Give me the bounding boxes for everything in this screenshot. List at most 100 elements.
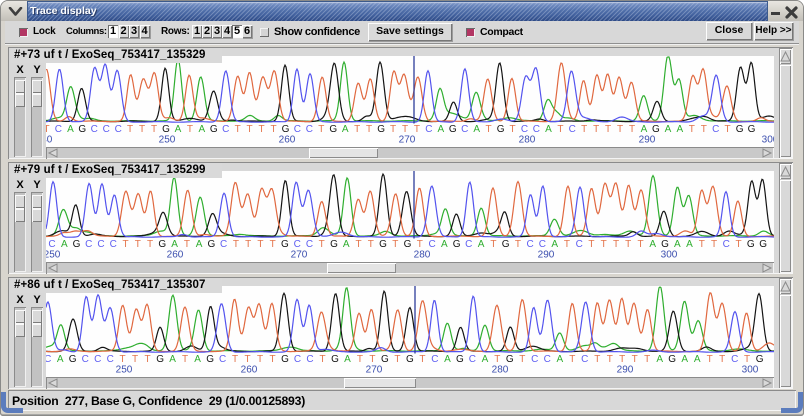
- svg-text:T: T: [707, 354, 713, 365]
- svg-text:T: T: [629, 124, 635, 135]
- svg-text:290: 290: [538, 250, 555, 261]
- svg-text:C: C: [48, 239, 55, 250]
- svg-text:G: G: [158, 239, 166, 250]
- svg-text:G: G: [497, 124, 505, 135]
- svg-text:T: T: [569, 354, 575, 365]
- svg-text:250: 250: [46, 250, 61, 261]
- svg-text:T: T: [127, 124, 133, 135]
- svg-text:C: C: [110, 239, 117, 250]
- svg-text:A: A: [175, 124, 182, 135]
- svg-text:C: C: [425, 124, 432, 135]
- svg-text:C: C: [294, 354, 301, 365]
- svg-text:C: C: [294, 124, 301, 135]
- svg-text:G: G: [652, 124, 660, 135]
- svg-text:G: G: [748, 124, 756, 135]
- svg-text:T: T: [619, 354, 625, 365]
- svg-text:T: T: [366, 124, 372, 135]
- svg-text:T: T: [319, 239, 325, 250]
- svg-text:T: T: [594, 354, 600, 365]
- svg-text:T: T: [644, 354, 650, 365]
- svg-text:G: G: [381, 354, 389, 365]
- svg-text:260: 260: [167, 250, 184, 261]
- svg-text:G: G: [377, 124, 385, 135]
- svg-text:C: C: [85, 239, 92, 250]
- svg-text:T: T: [151, 124, 157, 135]
- svg-text:T: T: [486, 124, 492, 135]
- svg-text:T: T: [625, 239, 631, 250]
- svg-text:T: T: [120, 354, 126, 365]
- svg-text:T: T: [557, 124, 563, 135]
- svg-text:G: G: [208, 239, 216, 250]
- svg-text:T: T: [588, 239, 594, 250]
- svg-text:T: T: [519, 354, 525, 365]
- svg-text:G: G: [210, 124, 218, 135]
- svg-text:T: T: [368, 239, 374, 250]
- svg-text:270: 270: [366, 365, 383, 376]
- svg-text:T: T: [182, 354, 188, 365]
- svg-text:260: 260: [241, 365, 258, 376]
- svg-text:T: T: [593, 124, 599, 135]
- svg-text:C: C: [461, 124, 468, 135]
- svg-text:C: C: [544, 354, 551, 365]
- svg-text:C: C: [723, 239, 730, 250]
- svg-text:300: 300: [661, 250, 678, 261]
- svg-text:T: T: [515, 239, 521, 250]
- svg-text:T: T: [711, 239, 717, 250]
- svg-text:C: C: [306, 354, 313, 365]
- svg-text:A: A: [551, 239, 558, 250]
- svg-text:G: G: [281, 354, 289, 365]
- svg-text:A: A: [674, 239, 681, 250]
- svg-text:G: G: [406, 354, 414, 365]
- svg-text:A: A: [67, 124, 74, 135]
- svg-text:T: T: [369, 354, 375, 365]
- svg-text:T: T: [509, 124, 515, 135]
- svg-text:A: A: [344, 354, 351, 365]
- svg-text:A: A: [437, 124, 444, 135]
- svg-text:T: T: [184, 239, 190, 250]
- svg-text:T: T: [701, 124, 707, 135]
- svg-text:A: A: [556, 354, 563, 365]
- svg-text:T: T: [402, 124, 408, 135]
- svg-text:C: C: [222, 124, 229, 135]
- svg-text:300: 300: [762, 135, 774, 146]
- svg-text:G: G: [661, 239, 669, 250]
- svg-text:A: A: [649, 239, 656, 250]
- svg-text:T: T: [145, 354, 151, 365]
- svg-text:G: G: [456, 354, 464, 365]
- svg-text:270: 270: [291, 250, 308, 261]
- svg-text:T: T: [744, 354, 750, 365]
- svg-text:A: A: [482, 354, 489, 365]
- svg-text:T: T: [270, 239, 276, 250]
- svg-text:C: C: [581, 354, 588, 365]
- svg-text:T: T: [235, 124, 241, 135]
- svg-text:250: 250: [159, 135, 176, 146]
- svg-text:A: A: [444, 354, 451, 365]
- svg-text:G: G: [453, 239, 461, 250]
- svg-text:T: T: [719, 354, 725, 365]
- svg-text:T: T: [247, 124, 253, 135]
- svg-text:T: T: [699, 239, 705, 250]
- svg-text:T: T: [269, 354, 275, 365]
- svg-text:A: A: [656, 354, 663, 365]
- svg-text:T: T: [257, 239, 263, 250]
- svg-text:T: T: [394, 354, 400, 365]
- svg-text:C: C: [306, 239, 313, 250]
- svg-text:G: G: [449, 124, 457, 135]
- svg-text:260: 260: [279, 135, 296, 146]
- svg-text:T: T: [637, 239, 643, 250]
- svg-text:T: T: [736, 239, 742, 250]
- svg-text:A: A: [171, 239, 178, 250]
- svg-text:240: 240: [46, 135, 53, 146]
- svg-text:G: G: [736, 124, 744, 135]
- svg-text:A: A: [194, 354, 201, 365]
- svg-text:G: G: [759, 239, 767, 250]
- svg-text:G: G: [502, 239, 510, 250]
- svg-text:G: G: [206, 354, 214, 365]
- svg-text:T: T: [132, 354, 138, 365]
- svg-text:G: G: [330, 239, 338, 250]
- svg-text:T: T: [232, 354, 238, 365]
- svg-text:A: A: [694, 354, 701, 365]
- svg-text:C: C: [55, 124, 62, 135]
- svg-text:290: 290: [617, 365, 634, 376]
- svg-text:A: A: [61, 239, 68, 250]
